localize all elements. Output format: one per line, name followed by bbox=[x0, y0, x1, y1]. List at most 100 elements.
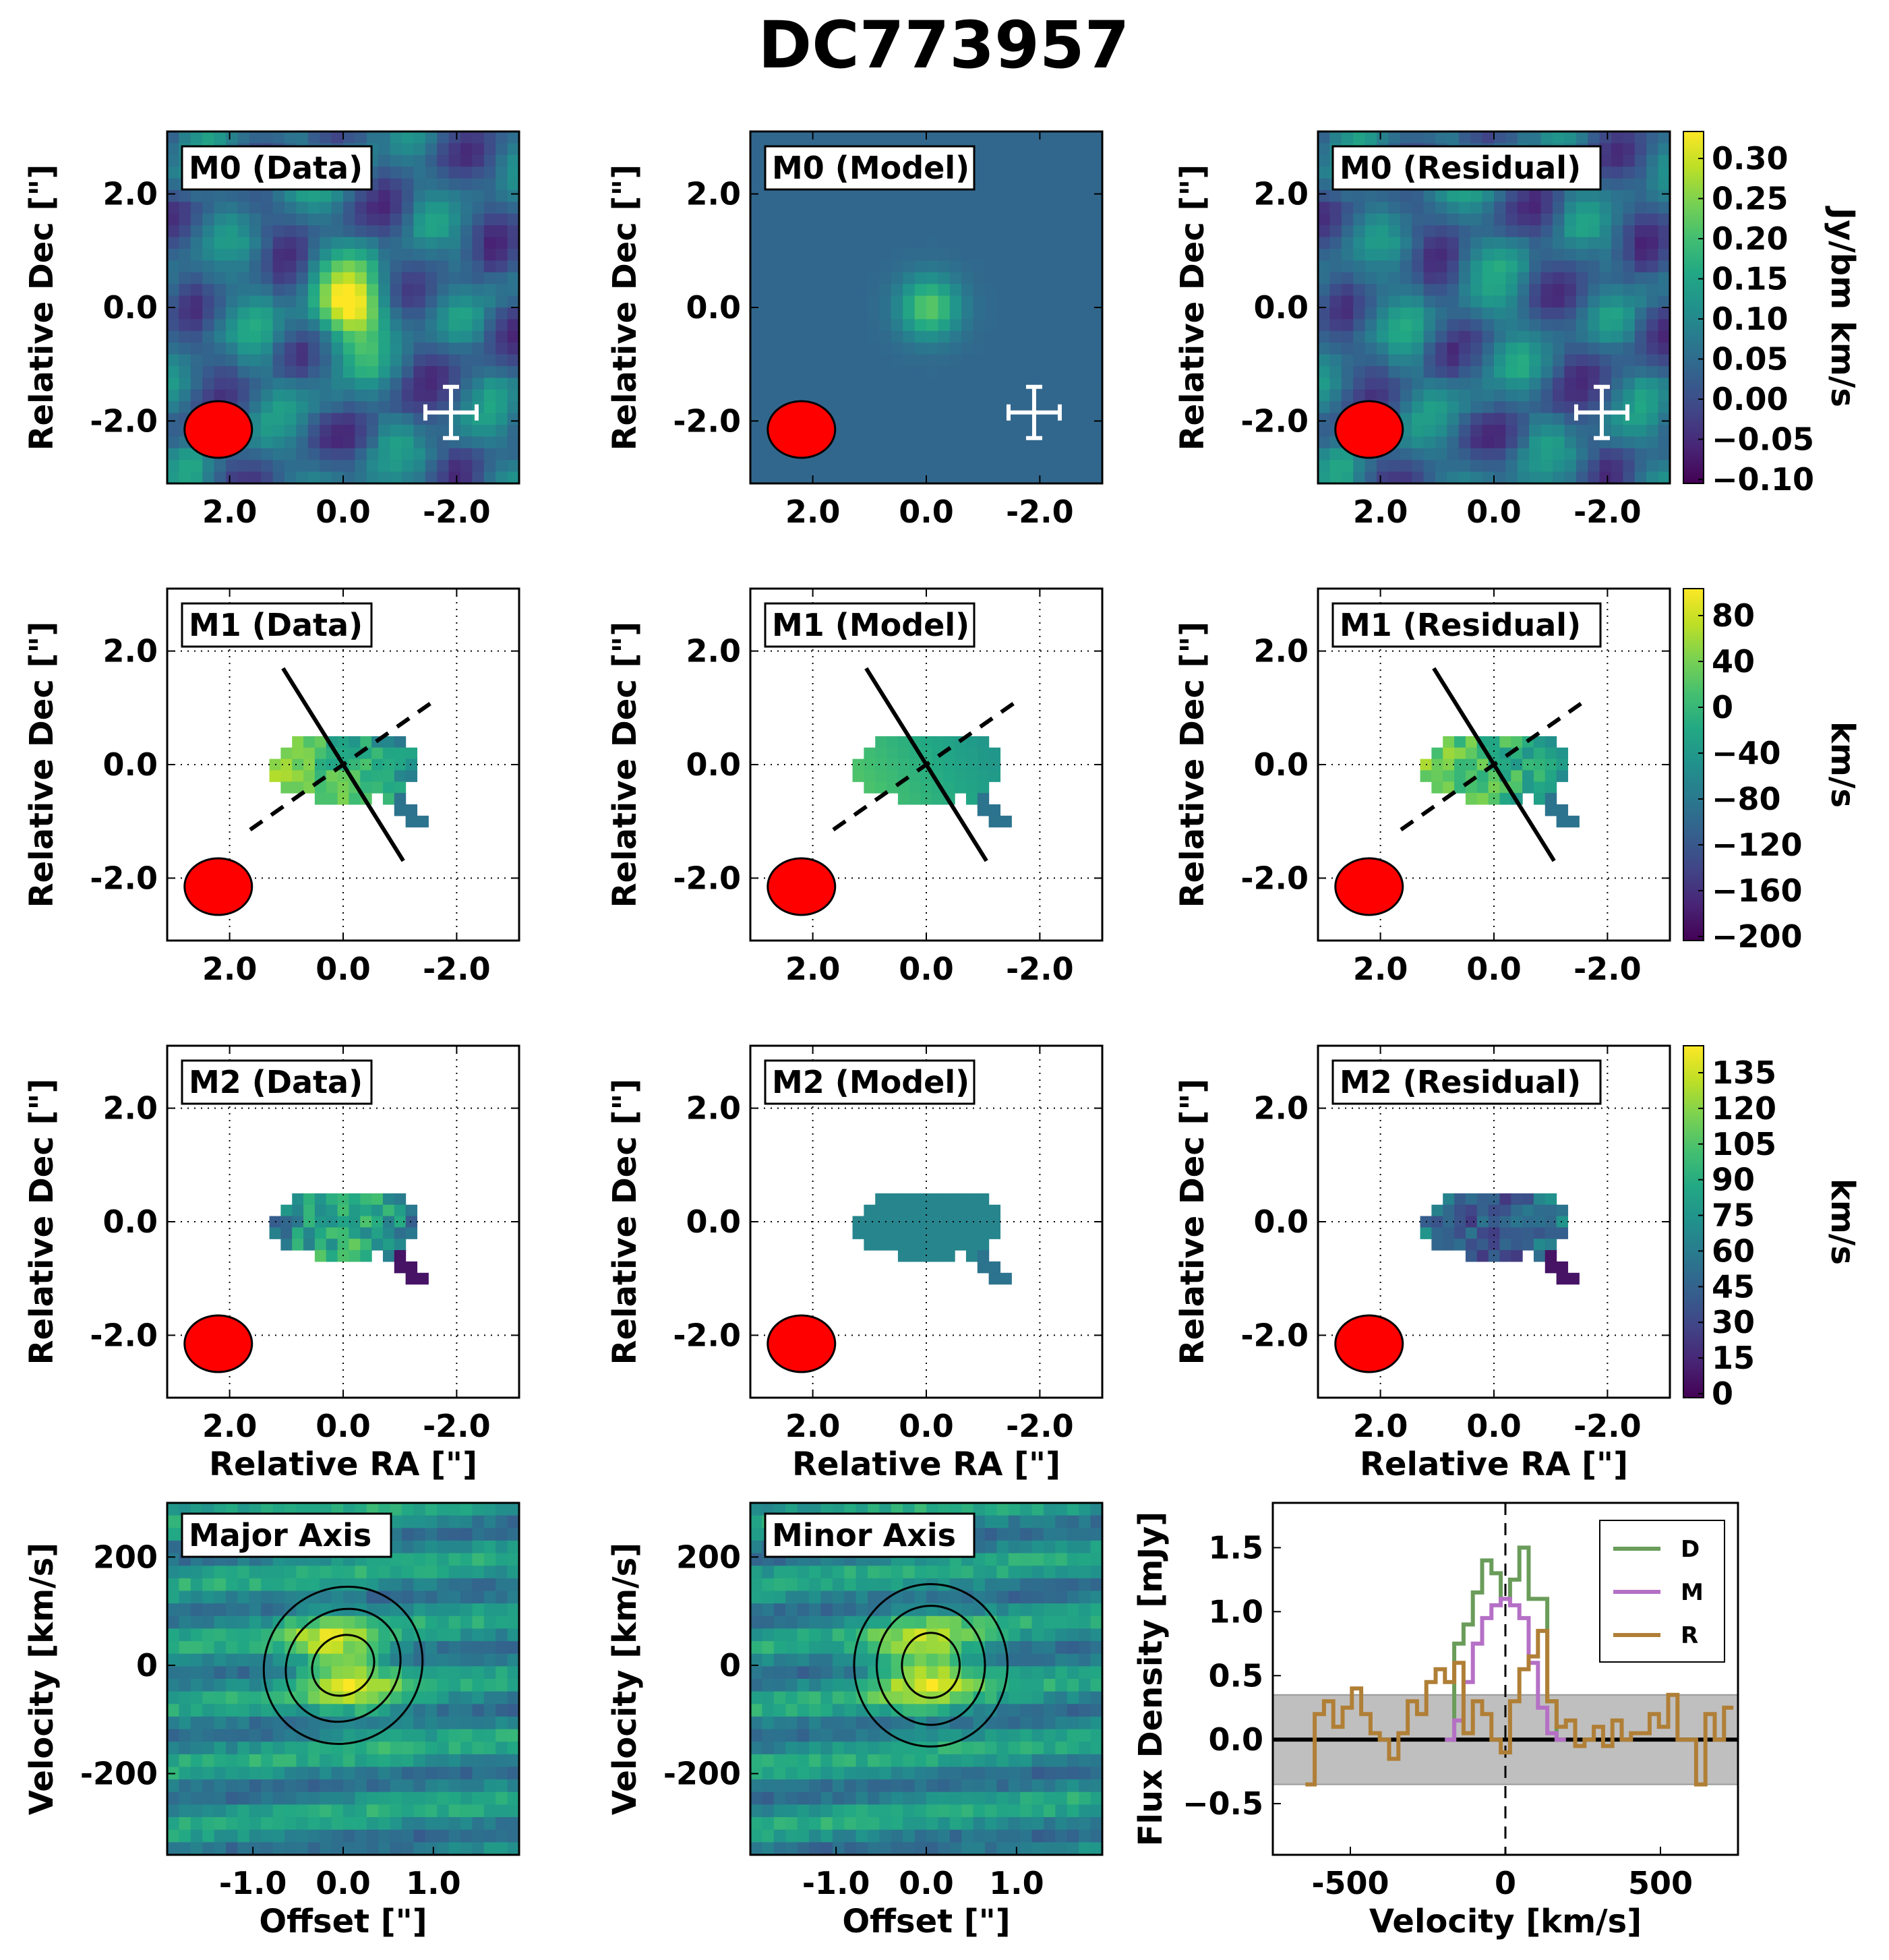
map-pixel bbox=[167, 354, 179, 367]
map-pixel bbox=[1412, 354, 1425, 367]
map-pixel bbox=[1599, 343, 1612, 355]
pv-pixel bbox=[448, 1603, 461, 1617]
map-pixel bbox=[1634, 436, 1647, 449]
pv-pixel bbox=[856, 1503, 868, 1516]
pv-pixel bbox=[985, 1503, 997, 1516]
map-pixel bbox=[938, 354, 951, 367]
map-pixel bbox=[844, 366, 857, 378]
map-pixel bbox=[1329, 284, 1342, 297]
pv-pixel bbox=[903, 1628, 916, 1642]
map-pixel bbox=[1090, 202, 1103, 214]
pv-pixel bbox=[844, 1679, 857, 1692]
map-pixel bbox=[903, 295, 916, 308]
pv-pixel bbox=[973, 1766, 986, 1780]
pv-pixel bbox=[773, 1754, 786, 1768]
map-pixel bbox=[1329, 319, 1342, 332]
map-pixel bbox=[1377, 202, 1389, 214]
pv-pixel bbox=[284, 1578, 297, 1592]
map-pixel bbox=[1517, 460, 1530, 473]
map-pixel bbox=[1423, 307, 1436, 320]
map-pixel bbox=[448, 354, 461, 367]
pv-pixel bbox=[1008, 1704, 1021, 1717]
map-pixel bbox=[1423, 471, 1436, 484]
map-pixel bbox=[1031, 307, 1044, 320]
map-pixel bbox=[292, 1204, 304, 1217]
map-pixel bbox=[1031, 249, 1044, 261]
map-pixel bbox=[1055, 272, 1068, 285]
map-pixel bbox=[1435, 202, 1447, 214]
pv-pixel bbox=[762, 1804, 775, 1818]
map-pixel bbox=[891, 213, 903, 226]
panel-label-box bbox=[181, 602, 373, 648]
map-pixel bbox=[844, 237, 857, 249]
map-pixel bbox=[378, 354, 391, 367]
map-pixel bbox=[1090, 425, 1103, 437]
map-pixel bbox=[355, 378, 367, 390]
pv-pixel bbox=[190, 1653, 203, 1667]
map-pixel bbox=[272, 354, 285, 367]
map-pixel bbox=[226, 354, 238, 367]
map-pixel bbox=[973, 154, 986, 167]
map-pixel bbox=[949, 366, 962, 378]
pv-pixel bbox=[1008, 1829, 1021, 1843]
panel-m0-residual: 2.02.00.00.0-2.0-2.0M0 (Residual)Relativ… bbox=[1174, 130, 1861, 530]
map-pixel bbox=[1318, 436, 1330, 449]
map-pixel bbox=[413, 178, 426, 191]
map-pixel bbox=[1517, 330, 1530, 343]
map-pixel bbox=[750, 178, 762, 191]
map-pixel bbox=[1423, 249, 1436, 261]
map-pixel bbox=[1079, 460, 1091, 473]
pv-pixel bbox=[1008, 1817, 1021, 1831]
map-pixel bbox=[785, 378, 798, 390]
map-pixel bbox=[1658, 190, 1671, 202]
map-pixel bbox=[390, 401, 402, 414]
pv-pixel bbox=[284, 1691, 297, 1704]
map-pixel bbox=[1458, 272, 1471, 285]
pv-pixel bbox=[868, 1754, 880, 1768]
map-pixel bbox=[1522, 747, 1534, 760]
pv-pixel bbox=[785, 1566, 798, 1579]
map-pixel bbox=[402, 260, 414, 273]
map-pixel bbox=[903, 213, 916, 226]
map-pixel bbox=[1634, 154, 1647, 167]
map-pixel bbox=[1564, 436, 1577, 449]
map-pixel bbox=[750, 343, 762, 355]
map-pixel bbox=[1079, 131, 1091, 144]
pv-pixel bbox=[507, 1653, 520, 1667]
pv-pixel bbox=[1020, 1666, 1033, 1680]
map-pixel bbox=[190, 237, 203, 249]
pv-pixel bbox=[296, 1817, 309, 1831]
map-pixel bbox=[413, 154, 426, 167]
pv-pixel bbox=[773, 1804, 786, 1818]
map-pixel bbox=[343, 260, 355, 273]
map-pixel bbox=[1658, 249, 1671, 261]
pv-pixel bbox=[226, 1742, 238, 1755]
pv-pixel bbox=[809, 1679, 821, 1692]
map-pixel bbox=[1564, 354, 1577, 367]
map-pixel bbox=[496, 378, 508, 390]
map-pixel bbox=[307, 272, 320, 285]
pv-pixel bbox=[366, 1566, 379, 1579]
map-pixel bbox=[272, 249, 285, 261]
x-tick-label: -2.0 bbox=[1573, 951, 1642, 987]
map-pixel bbox=[1646, 343, 1659, 355]
map-pixel bbox=[190, 284, 203, 297]
map-pixel bbox=[1365, 343, 1377, 355]
map-pixel bbox=[903, 190, 916, 202]
map-pixel bbox=[1458, 319, 1471, 332]
map-pixel bbox=[1494, 343, 1506, 355]
map-pixel bbox=[472, 448, 485, 461]
map-pixel bbox=[955, 781, 967, 794]
pv-pixel bbox=[483, 1804, 496, 1818]
map-pixel bbox=[1611, 319, 1623, 332]
map-pixel bbox=[1377, 389, 1389, 402]
panel-m0-model: 2.02.00.00.0-2.0-2.0M0 (Model)Relative D… bbox=[606, 130, 1104, 530]
map-pixel bbox=[1067, 272, 1079, 285]
pv-pixel bbox=[961, 1754, 974, 1768]
map-pixel bbox=[331, 389, 344, 402]
colorbar-label: km/s bbox=[1824, 721, 1861, 808]
map-pixel bbox=[932, 1239, 944, 1251]
map-pixel bbox=[307, 436, 320, 449]
map-pixel bbox=[844, 460, 857, 473]
beam-ellipse bbox=[767, 1314, 837, 1373]
